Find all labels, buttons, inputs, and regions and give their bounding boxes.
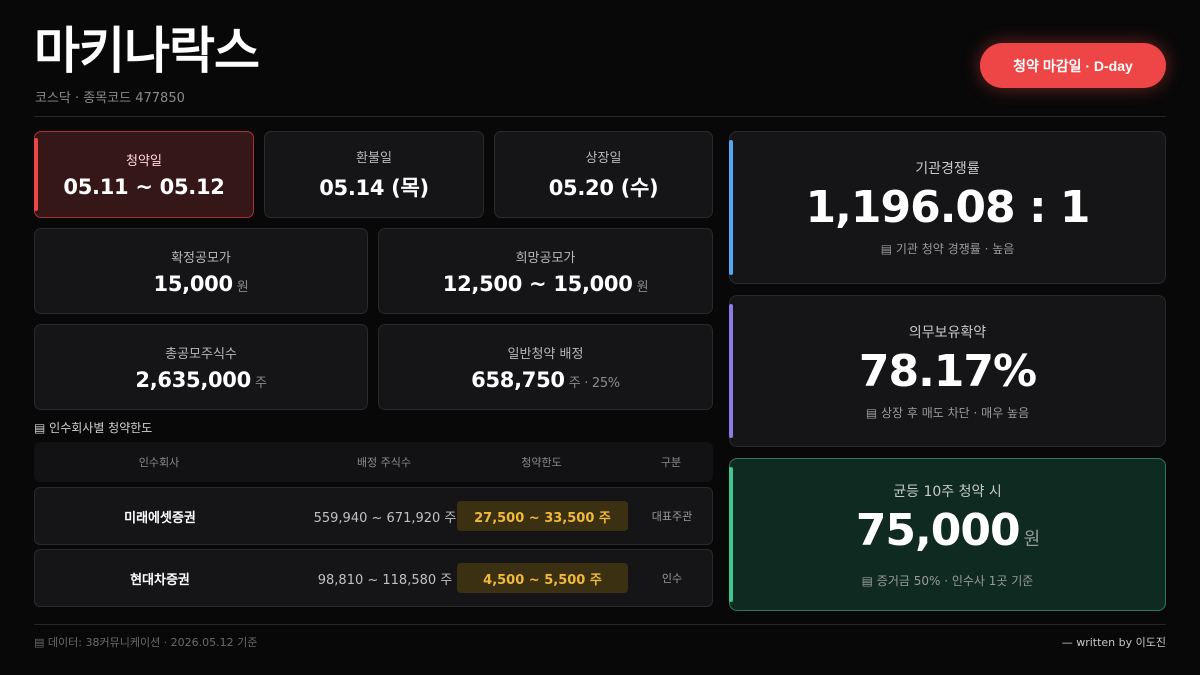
highlight-value: 1,196.08 : 1 bbox=[805, 182, 1091, 233]
deadline-button[interactable]: 청약 마감일 · D-day bbox=[980, 43, 1166, 88]
underwriter-name: 현대차증권 bbox=[130, 572, 190, 588]
underwriter-type: 대표주관 bbox=[651, 510, 693, 523]
highlight-value: 78.17% bbox=[858, 345, 1037, 397]
section-title: ▤ 인수회사별 청약한도 bbox=[34, 421, 153, 435]
top-divider bbox=[34, 116, 1166, 117]
card-label: 총공모주식수 bbox=[165, 346, 237, 362]
date-card-subscription[interactable]: 청약일 05.11 ~ 05.12 bbox=[34, 131, 254, 218]
highlight-note: ▤ 기관 청약 경쟁률 · 높음 bbox=[880, 242, 1015, 256]
highlight-card-competition: 기관경쟁률 1,196.08 : 1 ▤ 기관 청약 경쟁률 · 높음 bbox=[729, 131, 1166, 284]
bars-icon: ▤ bbox=[34, 636, 45, 649]
bars-icon: ▤ bbox=[865, 405, 878, 420]
card-label: 환불일 bbox=[356, 151, 392, 166]
card-value: 15,000 원 bbox=[153, 271, 249, 296]
subscription-limit-badge: 27,500 ~ 33,500 주 bbox=[457, 501, 628, 531]
card-value: 2,635,000 주 bbox=[135, 367, 267, 392]
column-header: 인수회사 bbox=[138, 456, 180, 469]
column-header: 청약한도 bbox=[521, 456, 562, 469]
price-card-range: 희망공모가 12,500 ~ 15,000 원 bbox=[378, 228, 713, 314]
card-label: 청약일 bbox=[126, 154, 162, 169]
table-header: 인수회사 배정 주식수 청약한도 구분 bbox=[34, 442, 713, 482]
unit-label: 원 bbox=[1023, 528, 1041, 550]
highlight-label: 균등 10주 청약 시 bbox=[893, 483, 1002, 500]
page-subtitle: 코스닥 · 종목코드 477850 bbox=[35, 91, 185, 106]
column-header: 배정 주식수 bbox=[356, 456, 412, 469]
subscription-limit-badge: 4,500 ~ 5,500 주 bbox=[457, 563, 628, 593]
underwriter-name: 미래에셋증권 bbox=[124, 510, 196, 526]
unit-label: 원 bbox=[636, 279, 649, 295]
unit-label: 주 bbox=[254, 375, 267, 391]
unit-label: 원 bbox=[236, 279, 249, 295]
highlight-value: 75,000 원 bbox=[855, 504, 1041, 556]
price-card-final: 확정공모가 15,000 원 bbox=[34, 228, 368, 314]
card-label: 상장일 bbox=[585, 151, 622, 166]
highlight-note: ▤ 증거금 50% · 인수사 1곳 기준 bbox=[861, 573, 1034, 588]
bars-icon: ▤ bbox=[861, 573, 873, 588]
shares-card-total: 총공모주식수 2,635,000 주 bbox=[34, 324, 368, 410]
highlight-card-lockup: 의무보유확약 78.17% ▤ 상장 후 매도 차단 · 매우 높음 bbox=[729, 295, 1166, 447]
data-source: ▤ 데이터: 38커뮤니케이션 · 2026.05.12 기준 bbox=[34, 636, 258, 649]
unit-label: 주 · 25% bbox=[568, 375, 620, 391]
highlight-label: 의무보유확약 bbox=[908, 324, 987, 341]
underwriter-type: 인수 bbox=[661, 572, 683, 585]
card-value: 05.11 ~ 05.12 bbox=[63, 175, 225, 199]
bottom-divider bbox=[34, 624, 1166, 625]
date-card-refund[interactable]: 환불일 05.14 (목) bbox=[264, 131, 484, 218]
card-value: 05.20 (수) bbox=[548, 176, 659, 200]
page-title: 마키나락스 bbox=[34, 22, 260, 80]
allocated-shares: 98,810 ~ 118,580 주 bbox=[317, 572, 453, 588]
allocated-shares: 559,940 ~ 671,920 주 bbox=[313, 510, 457, 526]
date-card-listing[interactable]: 상장일 05.20 (수) bbox=[494, 131, 713, 218]
highlight-note: ▤ 상장 후 매도 차단 · 매우 높음 bbox=[865, 405, 1030, 420]
card-value: 12,500 ~ 15,000 원 bbox=[442, 271, 649, 296]
card-label: 확정공모가 bbox=[171, 250, 231, 266]
author-credit: — written by 이도진 bbox=[1061, 636, 1166, 649]
card-label: 희망공모가 bbox=[515, 250, 576, 266]
highlight-card-equal-allocation: 균등 10주 청약 시 75,000 원 ▤ 증거금 50% · 인수사 1곳 기… bbox=[729, 458, 1166, 611]
table-row[interactable]: 미래에셋증권 559,940 ~ 671,920 주 27,500 ~ 33,5… bbox=[34, 487, 713, 545]
bars-icon: ▤ bbox=[34, 421, 46, 435]
card-label: 일반청약 배정 bbox=[507, 346, 584, 362]
column-header: 구분 bbox=[660, 456, 682, 469]
card-value: 05.14 (목) bbox=[319, 176, 429, 200]
bars-icon: ▤ bbox=[880, 242, 893, 256]
shares-card-retail: 일반청약 배정 658,750 주 · 25% bbox=[378, 324, 713, 410]
highlight-label: 기관경쟁률 bbox=[915, 161, 980, 177]
card-value: 658,750 주 · 25% bbox=[471, 367, 620, 392]
table-row[interactable]: 현대차증권 98,810 ~ 118,580 주 4,500 ~ 5,500 주… bbox=[34, 549, 713, 607]
